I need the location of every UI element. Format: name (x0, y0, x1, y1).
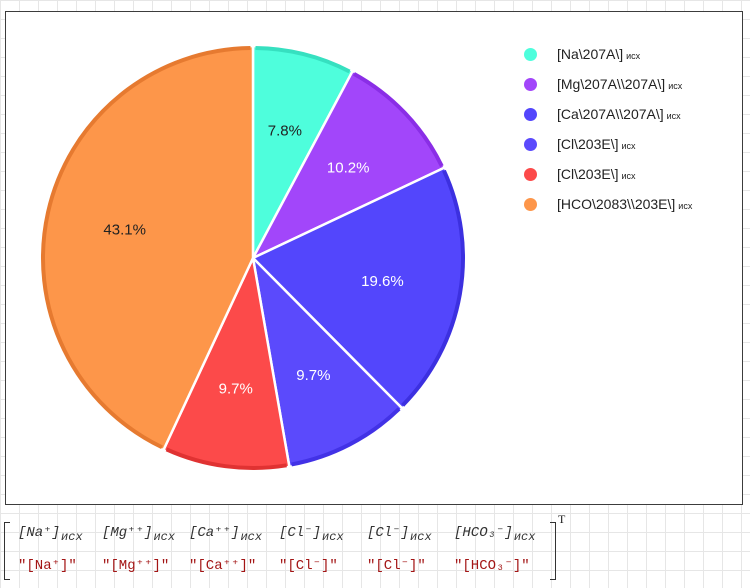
matrix-value-cell: "[Cl⁻]" (279, 558, 338, 574)
matrix-header-cell: [Na⁺]исх (18, 525, 83, 544)
pie-slice-label: 10.2% (327, 159, 370, 176)
pie-slice-rim (255, 46, 351, 74)
legend-subscript: исх (626, 51, 641, 61)
legend-swatch (524, 108, 537, 121)
legend-subscript: исх (666, 111, 681, 121)
matrix-left-bracket (4, 522, 10, 580)
legend-subscript: исх (621, 141, 636, 151)
legend-subscript: исх (621, 171, 636, 181)
legend-subscript: исх (678, 201, 693, 211)
legend-swatch (524, 168, 537, 181)
matrix-right-bracket (550, 522, 556, 580)
matrix-value-cell: "[HCO₃⁻]" (454, 558, 530, 574)
transpose-mark: T (558, 512, 566, 526)
legend-swatch (524, 78, 537, 91)
pie-slice-rim (165, 447, 287, 470)
matrix-header-cell: [HCO₃⁻]исх (454, 525, 536, 544)
matrix-header-cell: [Mg⁺⁺]исх (102, 525, 176, 544)
legend-swatch (524, 138, 537, 151)
pie-slice-label: 7.8% (268, 122, 302, 139)
pie-slice-label: 9.7% (219, 380, 253, 397)
pie-slice-rim (41, 46, 251, 450)
matrix-value-cell: "[Mg⁺⁺]" (102, 558, 170, 574)
pie-slice-label: 43.1% (103, 222, 146, 239)
matrix-header-cell: [Cl⁻]исх (367, 525, 432, 544)
plot-frame: 7.8% 10.2% 19.6% 9.7% 9.7% 43.1% [Na\207A\] ис… (5, 11, 743, 505)
legend-swatch (524, 198, 537, 211)
matrix-header-cell: [Cl⁻]исх (279, 525, 344, 544)
legend-label: [HCO\2083\\203E\] (557, 196, 676, 212)
pie-chart: 7.8% 10.2% 19.6% 9.7% 9.7% 43.1% (39, 44, 467, 472)
legend-label: [Cl\203E\] (557, 136, 619, 152)
matrix-value-cell: "[Na⁺]" (18, 558, 77, 574)
legend-label: [Na\207A\] (557, 46, 624, 62)
pie-slice-label: 19.6% (361, 273, 404, 290)
matrix-value-cell: "[Ca⁺⁺]" (189, 558, 257, 574)
pie-slice-rim (353, 72, 444, 167)
transposed-matrix: T [Na⁺]исх [Mg⁺⁺]исх [Ca⁺⁺]исх [Cl⁻]исх … (4, 512, 584, 584)
pie-slice-rim (291, 407, 401, 467)
pie-slice-label: 9.7% (296, 367, 330, 384)
legend-subscript: исх (668, 81, 683, 91)
legend-swatch (524, 48, 537, 61)
legend-label: [Cl\203E\] (557, 166, 619, 182)
pie-slice-rim (401, 169, 465, 407)
matrix-header-cell: [Ca⁺⁺]исх (189, 525, 263, 544)
legend-label: [Mg\207A\\207A\] (557, 76, 666, 92)
matrix-value-cell: "[Cl⁻]" (367, 558, 426, 574)
legend-label: [Ca\207A\\207A\] (557, 106, 664, 122)
